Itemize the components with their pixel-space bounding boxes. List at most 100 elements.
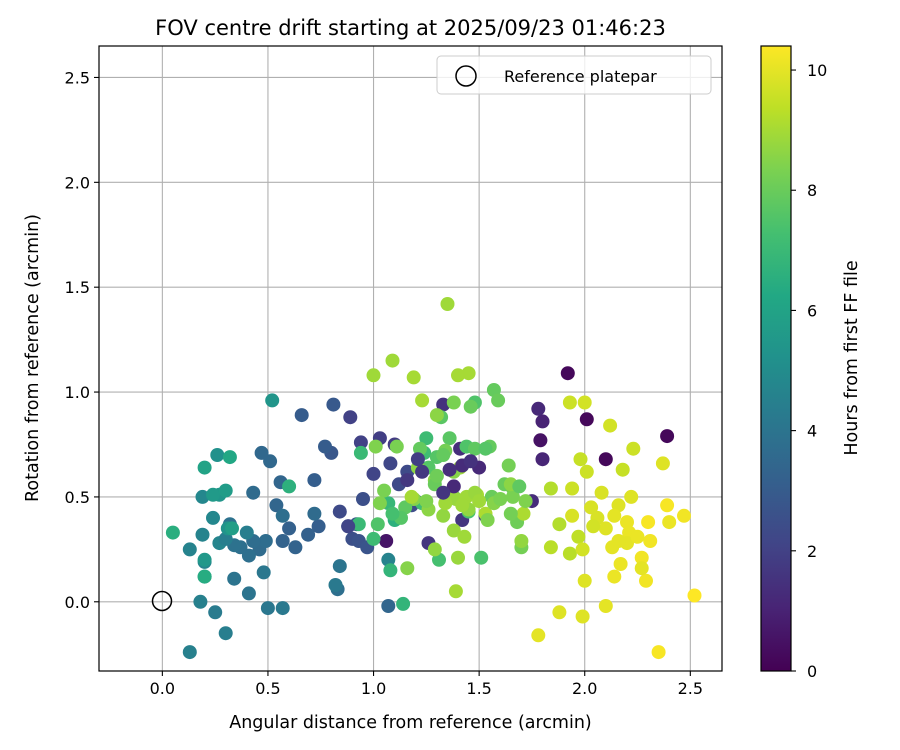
data-point [577, 573, 592, 588]
data-point [377, 483, 392, 498]
y-tick-label: 2.5 [65, 68, 90, 87]
data-point [383, 563, 398, 578]
data-point [326, 397, 341, 412]
data-point [535, 452, 550, 467]
data-point [641, 515, 656, 530]
data-point [552, 605, 567, 620]
legend-label: Reference platepar [504, 67, 657, 86]
data-point [436, 508, 451, 523]
data-point [413, 441, 427, 456]
data-point [210, 448, 225, 462]
data-point [575, 542, 590, 557]
data-point [451, 550, 465, 565]
data-point [206, 510, 220, 525]
x-tick-label: 1.0 [361, 679, 386, 698]
data-point [381, 599, 396, 613]
data-point [518, 494, 533, 509]
data-point [182, 542, 197, 557]
data-point [301, 527, 316, 542]
data-point [457, 529, 472, 544]
data-point [370, 517, 385, 532]
data-point [381, 552, 396, 567]
data-point [598, 599, 613, 613]
data-point [579, 412, 594, 427]
data-point [222, 450, 237, 465]
colorbar: 0 2 4 6 8 10 Hours from first FF file [760, 45, 862, 681]
data-point [651, 645, 666, 660]
x-axis-label: Angular distance from reference (arcmin) [229, 713, 592, 733]
data-point [573, 452, 588, 467]
data-point [275, 601, 290, 616]
data-point [598, 521, 613, 536]
data-point [239, 525, 254, 540]
data-point [639, 573, 653, 588]
colorbar-tick-label: 4 [807, 422, 817, 441]
data-point [607, 569, 622, 584]
data-point [512, 479, 527, 494]
data-point [427, 542, 442, 557]
data-point [565, 481, 580, 496]
colorbar-tick-label: 2 [807, 542, 817, 561]
data-point [474, 550, 489, 565]
data-point [419, 431, 434, 446]
data-point [467, 441, 482, 456]
data-point [478, 441, 493, 456]
data-point [662, 515, 677, 530]
colorbar-tick-label: 10 [807, 61, 827, 80]
data-point [366, 531, 381, 546]
data-point [368, 439, 383, 454]
x-tick-label: 1.5 [466, 679, 491, 698]
data-point [501, 458, 516, 473]
data-point [429, 468, 444, 483]
data-point [503, 506, 518, 521]
data-point [630, 529, 645, 544]
data-point [451, 368, 465, 383]
legend-box [436, 55, 712, 95]
data-point [531, 628, 546, 643]
data-point [446, 395, 461, 410]
data-point [197, 552, 212, 567]
data-point [318, 439, 332, 454]
data-point [195, 489, 210, 504]
data-point [256, 565, 271, 580]
data-point [353, 445, 368, 460]
data-point [565, 508, 580, 523]
data-point [480, 513, 495, 527]
data-point [165, 525, 180, 540]
data-point [341, 519, 356, 534]
data-point [442, 431, 457, 446]
data-point [461, 366, 476, 381]
data-point [579, 464, 594, 479]
data-point [379, 534, 394, 548]
data-point [385, 506, 400, 521]
data-point [398, 500, 413, 515]
data-point [594, 485, 609, 500]
colorbar-tick-label: 8 [807, 181, 817, 200]
data-point [260, 601, 275, 616]
data-point [372, 496, 387, 511]
data-point [516, 506, 531, 521]
data-point [531, 401, 546, 416]
data-point [351, 517, 366, 532]
data-point [598, 452, 613, 467]
data-point [655, 456, 670, 471]
data-point [571, 529, 586, 544]
data-point [366, 466, 381, 481]
y-tick-label: 0.5 [65, 488, 90, 507]
colorbar-tick-label: 0 [807, 662, 817, 681]
data-point [611, 498, 626, 513]
data-point [182, 645, 197, 660]
data-point [197, 569, 212, 584]
data-point [624, 489, 639, 504]
data-point [562, 395, 577, 410]
data-point [626, 441, 641, 456]
y-tick-label: 2.0 [65, 173, 90, 192]
data-point [356, 492, 370, 506]
data-point [404, 489, 419, 504]
data-point [265, 393, 280, 408]
data-point [505, 489, 520, 504]
data-point [577, 395, 592, 410]
data-point [275, 534, 290, 548]
data-point [208, 605, 223, 620]
